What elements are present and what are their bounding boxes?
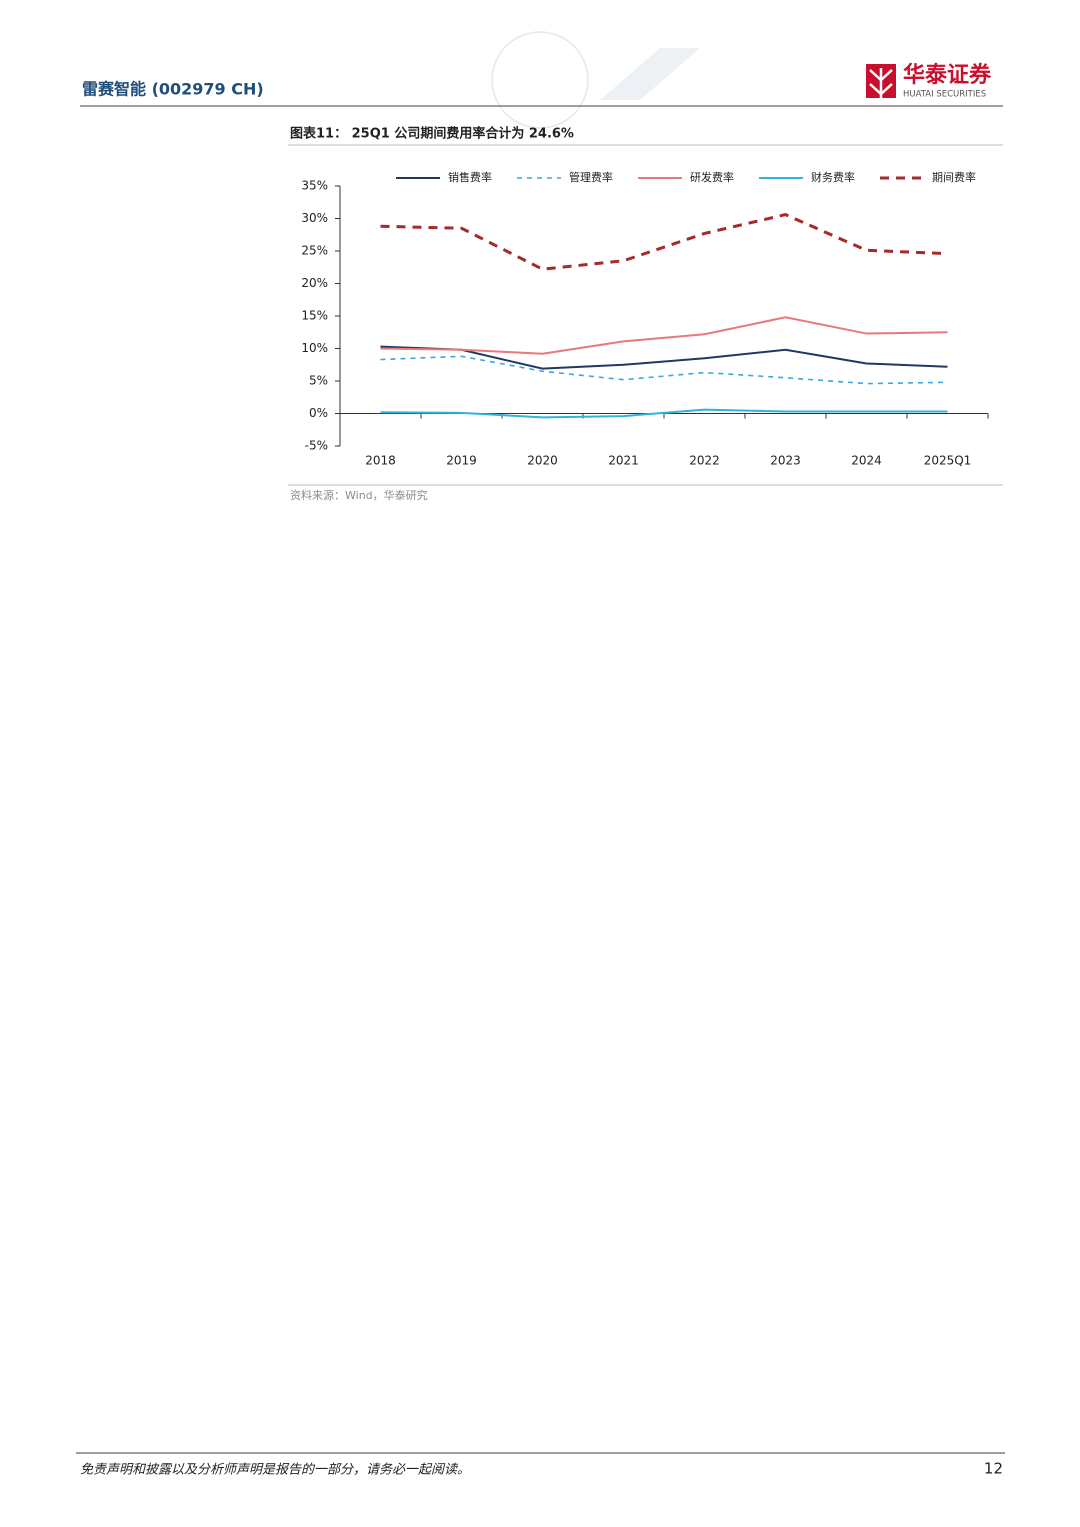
x-tick-label: 2022 [689,454,720,468]
x-tick-label: 2018 [365,454,396,468]
x-tick-label: 2024 [851,454,882,468]
page-number: 12 [984,1460,1003,1478]
y-tick-label: -5% [305,439,328,453]
logo-icon [866,64,896,98]
chart-source: 资料来源：Wind，华泰研究 [290,488,428,502]
chart-title: 图表11： 25Q1 公司期间费用率合计为 24.6% [290,126,574,142]
series-line [380,345,948,370]
legend-label: 销售费率 [448,170,492,184]
y-tick-label: 20% [301,276,328,290]
logo-en: HUATAI SECURITIES [903,90,986,100]
series-line [380,408,948,419]
y-tick-label: 30% [301,211,328,225]
legend-label: 研发费率 [690,170,734,184]
y-tick-label: 5% [309,374,328,388]
series-line [380,316,948,355]
y-tick-label: 35% [301,179,328,193]
x-tick-label: 2019 [446,454,477,468]
series-line [380,213,948,271]
series-line [380,355,948,385]
decoration-globe [491,31,700,129]
x-tick-label: 2025Q1 [924,454,972,468]
legend-label: 管理费率 [569,170,613,184]
x-tick-label: 2023 [770,454,801,468]
y-tick-label: 25% [301,244,328,258]
logo-cn: 华泰证券 [903,62,992,88]
x-tick-label: 2020 [527,454,558,468]
x-tick-label: 2021 [608,454,639,468]
y-tick-label: 10% [301,341,328,355]
y-tick-label: 0% [309,406,328,420]
disclaimer: 免责声明和披露以及分析师声明是报告的一部分，请务必一起阅读。 [80,1463,470,1478]
chart: -5% 0% 5% 10% 15% 20% 25% 30% 35% 2018 2019 2020 202… [301,170,989,468]
legend-label: 财务费率 [811,170,855,184]
legend-label: 期间费率 [932,170,976,184]
company-name: 雷赛智能 (002979 CH) [82,80,264,99]
y-tick-label: 15% [301,309,328,323]
